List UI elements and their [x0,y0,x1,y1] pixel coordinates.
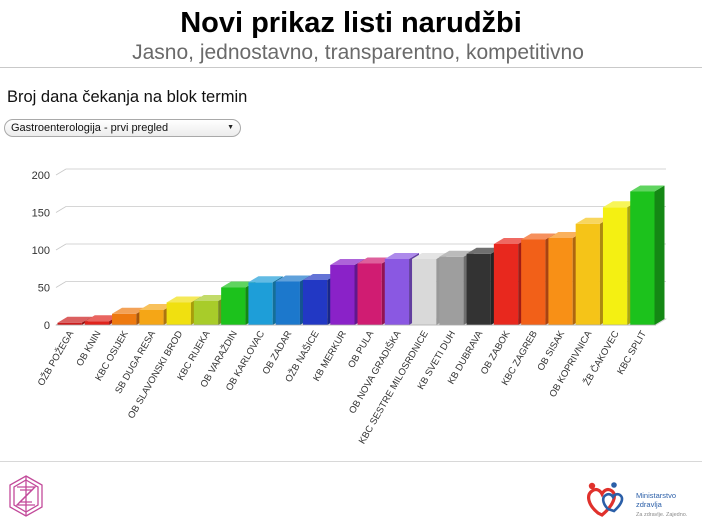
bar-top-16 [493,238,529,244]
bar-front-0 [57,322,82,325]
chart-heading: Broj dana čekanja na blok termin [7,88,248,106]
dropdown-arrow-icon: ▼ [227,124,234,131]
ministry-slogan: Za zdravlje. Zajedno. [636,512,688,518]
footer-divider [0,461,702,462]
ministry-name: Ministarstvo zdravlja [636,491,677,509]
bar-front-9 [302,280,328,325]
bar-front-14 [439,256,464,325]
hearts-people-logo-icon [584,479,634,524]
bar-front-7 [248,282,273,325]
bar-side-21 [654,185,665,325]
y-tick-label-3: 150 [32,208,50,220]
bar-top-8 [275,275,310,282]
specialty-select-value: Gastroenterologija - prvi pregled [11,122,169,134]
header-divider [0,67,702,68]
bar-front-17 [521,239,546,325]
bar-front-11 [357,263,382,325]
bar-front-1 [84,321,110,325]
grid-diagonal-2 [55,243,67,251]
y-tick-label-2: 100 [32,245,50,257]
bar-top-18 [548,232,583,238]
bar-front-5 [193,301,219,325]
bar-front-2 [112,313,137,325]
bar-front-8 [275,281,300,325]
bar-front-16 [493,244,519,325]
page-subtitle: Jasno, jednostavno, transparentno, kompe… [132,41,584,64]
bar-top-17 [521,233,556,240]
grid-diagonal-1 [55,281,67,288]
bar-top-13 [412,253,447,259]
bar-front-4 [166,302,191,325]
x-tick-label-1: OB KNIN [74,329,103,368]
bar-top-14 [439,250,474,257]
bar-front-18 [548,238,573,325]
specialty-select[interactable]: Gastroenterologija - prvi pregled ▼ [4,119,241,137]
z-monogram-logo-icon [6,474,46,523]
grid-diagonal-3 [55,206,67,213]
bar-top-21 [630,185,665,192]
bar-front-10 [330,265,355,325]
bar-top-20 [602,201,638,208]
bar-top-15 [466,247,501,254]
bar-front-15 [466,253,491,325]
y-tick-label-1: 50 [38,283,50,295]
bar-front-13 [412,259,437,325]
page-title: Novi prikaz listi narudžbi [180,7,522,39]
bar-top-11 [357,257,392,264]
x-tick-label-11: OB PULA [346,328,376,370]
bar-top-7 [248,276,283,283]
bar-front-21 [630,191,655,325]
y-tick-label-4: 200 [32,170,50,182]
bar-top-4 [166,296,201,303]
bar-top-1 [84,315,120,322]
y-tick-label-0: 0 [44,320,50,332]
bar-top-9 [302,274,338,280]
bar-top-2 [112,307,147,314]
bar-top-6 [221,281,256,288]
bar-front-3 [139,310,164,325]
bar-top-10 [330,259,365,265]
bar-front-12 [384,259,410,325]
bar-top-19 [575,217,610,224]
bar-front-19 [575,223,600,325]
x-tick-label-0: OŽB POŽEGA [36,328,77,388]
bar-top-5 [193,295,229,301]
bar-top-12 [384,253,420,259]
bar-front-20 [602,207,628,325]
bar-front-6 [221,287,246,325]
grid-diagonal-4 [55,168,67,176]
bar-top-3 [139,304,174,310]
bar-top-0 [57,316,92,323]
